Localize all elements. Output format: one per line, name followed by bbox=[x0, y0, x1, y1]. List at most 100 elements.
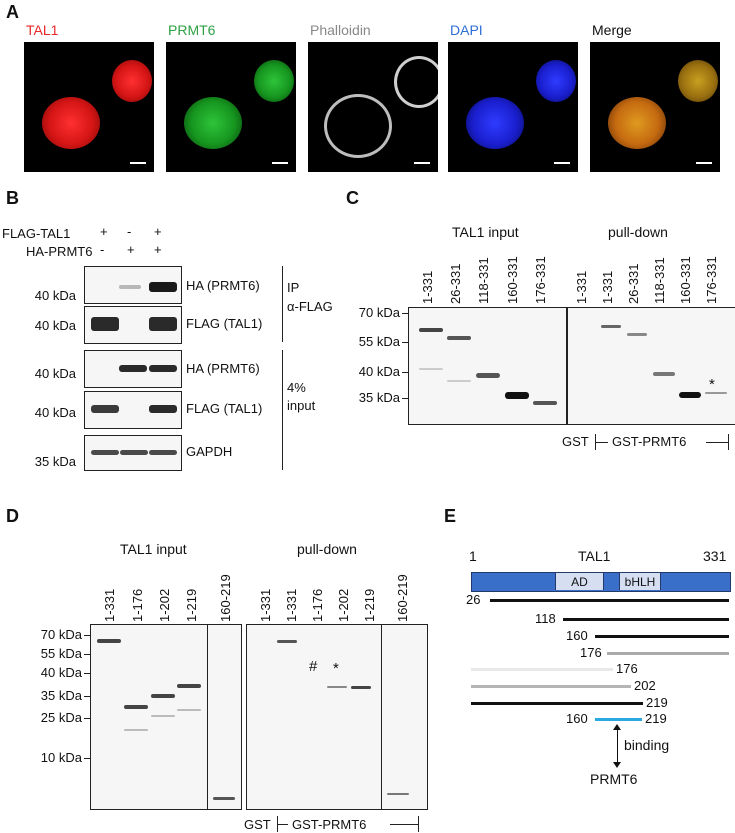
channel-title-tal1: TAL1 bbox=[26, 22, 59, 38]
micrograph-merge bbox=[590, 42, 720, 172]
lane-label: 1-176 bbox=[130, 588, 145, 622]
fragment-label: 176 bbox=[616, 661, 638, 676]
kda-label: 70 kDa bbox=[358, 305, 400, 320]
binding-arrow bbox=[617, 726, 618, 764]
blot-label: HA (PRMT6) bbox=[186, 361, 260, 376]
gel-d-pulldown bbox=[246, 624, 428, 810]
lane-label: 1-331 bbox=[102, 588, 117, 622]
tal1-protein-bar: AD bHLH bbox=[471, 572, 731, 592]
blot-flag-ip bbox=[84, 306, 182, 344]
fragment-bar-176-331 bbox=[607, 652, 729, 655]
arrow-down-icon bbox=[613, 762, 621, 768]
kda-label: 70 kDa bbox=[40, 627, 82, 642]
fragment-bar-160-331 bbox=[595, 635, 729, 638]
blot-label: GAPDH bbox=[186, 444, 233, 459]
partner-label: PRMT6 bbox=[590, 771, 638, 787]
kda-label: 35 kDa bbox=[358, 390, 400, 405]
fragment-label: 160 bbox=[566, 628, 588, 643]
kda-label: 35 kDa bbox=[40, 688, 82, 703]
group-label-input-percent: 4% bbox=[287, 380, 306, 395]
panel-d-pulldown-title: pull-down bbox=[297, 541, 357, 557]
lane-label: 118-331 bbox=[652, 257, 667, 304]
panel-a-letter: A bbox=[6, 2, 19, 22]
kda-label: 40 kDa bbox=[40, 665, 82, 680]
condition-mark: + bbox=[154, 224, 162, 239]
gst-label: GST bbox=[244, 817, 271, 832]
kda-label: 40 kDa bbox=[34, 366, 76, 381]
lane-label: 1-331 bbox=[574, 270, 589, 304]
condition-label-flag-tal1: FLAG-TAL1 bbox=[2, 226, 71, 241]
lane-label: 176-331 bbox=[704, 256, 719, 304]
gst-label: GST bbox=[562, 434, 589, 449]
fragment-label: 118 bbox=[535, 611, 556, 626]
fragment-bar-26-331 bbox=[490, 599, 729, 602]
channel-title-prmt6: PRMT6 bbox=[168, 22, 216, 38]
panel-c-letter: C bbox=[346, 188, 359, 208]
lane-label: 1-176 bbox=[310, 588, 325, 622]
gst-prmt6-label: GST-PRMT6 bbox=[292, 817, 367, 832]
bracket-ip bbox=[282, 266, 283, 342]
micrograph-tal1 bbox=[24, 42, 154, 172]
lane-label: 1-331 bbox=[258, 588, 273, 622]
lane-label: 26-331 bbox=[448, 263, 463, 304]
kda-label: 40 kDa bbox=[34, 288, 76, 303]
bracket-input bbox=[282, 350, 283, 470]
lane-label: 160-219 bbox=[395, 574, 410, 622]
blot-label: FLAG (TAL1) bbox=[186, 316, 263, 331]
blot-label: HA (PRMT6) bbox=[186, 278, 260, 293]
lane-label: 26-331 bbox=[626, 263, 641, 304]
panel-c-input-title: TAL1 input bbox=[452, 224, 519, 240]
condition-label-ha-prmt6: HA-PRMT6 bbox=[26, 244, 93, 259]
lane-label: 1-202 bbox=[157, 588, 172, 622]
kda-label: 40 kDa bbox=[358, 364, 400, 379]
lane-label: 160-219 bbox=[218, 574, 233, 622]
fragment-bar-118-331 bbox=[563, 618, 729, 621]
panel-c-pulldown-title: pull-down bbox=[608, 224, 668, 240]
protein-name: TAL1 bbox=[578, 548, 611, 564]
fragment-label: 176 bbox=[580, 645, 602, 660]
gel-c-input bbox=[408, 307, 567, 425]
fragment-label: 202 bbox=[634, 678, 656, 693]
blot-gapdh bbox=[84, 435, 182, 471]
lane-label: 1-331 bbox=[284, 588, 299, 622]
lane-label: 160-331 bbox=[505, 256, 520, 304]
fragment-label: 219 bbox=[646, 695, 668, 710]
blot-flag-input bbox=[84, 391, 182, 429]
binding-label: binding bbox=[624, 737, 670, 753]
panel-d-input-title: TAL1 input bbox=[120, 541, 187, 557]
channel-title-dapi: DAPI bbox=[450, 22, 483, 38]
panel-e-letter: E bbox=[444, 506, 457, 526]
blot-ha-input bbox=[84, 350, 182, 388]
kda-label: 55 kDa bbox=[40, 646, 82, 661]
panel-d-letter: D bbox=[6, 506, 19, 526]
kda-label: 25 kDa bbox=[40, 710, 82, 725]
lane-label: 176-331 bbox=[533, 256, 548, 304]
panel-b-letter: B bbox=[6, 188, 19, 208]
channel-title-phalloidin: Phalloidin bbox=[310, 22, 371, 38]
residue-start: 1 bbox=[469, 548, 477, 564]
gel-d-input bbox=[90, 624, 242, 810]
micrograph-dapi bbox=[448, 42, 578, 172]
lane-label: 160-331 bbox=[678, 256, 693, 304]
fragment-label: 26 bbox=[466, 592, 481, 607]
micrograph-phalloidin bbox=[308, 42, 438, 172]
kda-label: 40 kDa bbox=[34, 318, 76, 333]
fragment-bar-1-219 bbox=[471, 702, 643, 705]
kda-label: 40 kDa bbox=[34, 405, 76, 420]
lane-label: 1-219 bbox=[362, 588, 377, 622]
blot-ha-ip bbox=[84, 266, 182, 304]
lane-label: 118-331 bbox=[476, 257, 491, 304]
fragment-label: 219 bbox=[645, 711, 667, 726]
kda-label: 10 kDa bbox=[40, 750, 82, 765]
arrow-up-icon bbox=[613, 724, 621, 730]
fragment-bar-1-202 bbox=[471, 685, 631, 688]
gel-c-pulldown bbox=[567, 307, 735, 425]
kda-label: 35 kDa bbox=[34, 454, 76, 469]
lane-label: 1-331 bbox=[600, 270, 615, 304]
kda-label: 55 kDa bbox=[358, 334, 400, 349]
condition-mark: - bbox=[100, 242, 105, 257]
group-label-input: input bbox=[287, 398, 316, 413]
hash-marker: # bbox=[309, 658, 318, 675]
blot-label: FLAG (TAL1) bbox=[186, 401, 263, 416]
micrograph-prmt6 bbox=[166, 42, 296, 172]
